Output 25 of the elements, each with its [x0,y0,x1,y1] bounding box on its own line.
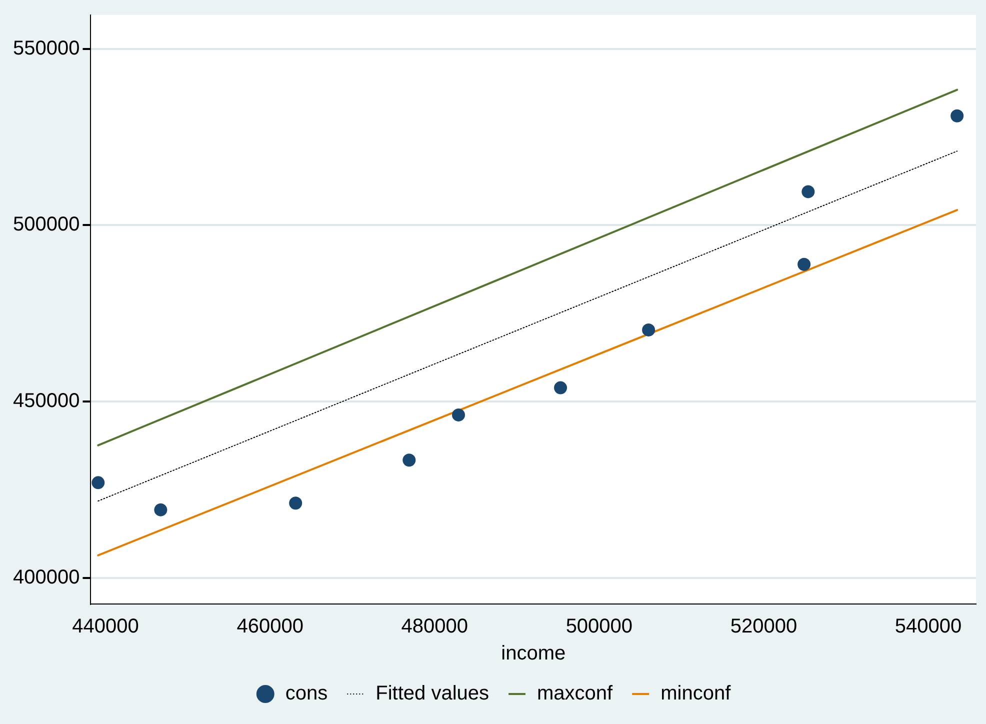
legend-label: minconf [660,682,732,705]
legend-label: Fitted values [376,682,490,705]
y-tick-label: 550000 [12,37,80,60]
point [154,503,168,516]
point [402,454,416,467]
point [554,381,568,394]
point [289,496,302,510]
legend-label: maxconf [537,682,614,705]
x-tick-label: 460000 [236,616,304,638]
point [950,109,964,122]
legend-label: cons [285,682,328,705]
point [92,476,105,490]
y-tick-label: 450000 [12,390,80,412]
x-tick-label: 480000 [401,616,468,638]
point [798,258,811,271]
point [452,408,465,422]
y-tick-label: 500000 [12,214,80,236]
point [642,323,656,336]
point [802,185,815,198]
y-tick-label: 400000 [12,566,80,588]
x-tick-label: 520000 [730,616,798,638]
x-tick-label: 500000 [566,616,633,638]
x-tick-label: 540000 [894,616,962,638]
x-tick-label: 440000 [72,616,139,638]
x-axis-title: income [501,642,566,665]
